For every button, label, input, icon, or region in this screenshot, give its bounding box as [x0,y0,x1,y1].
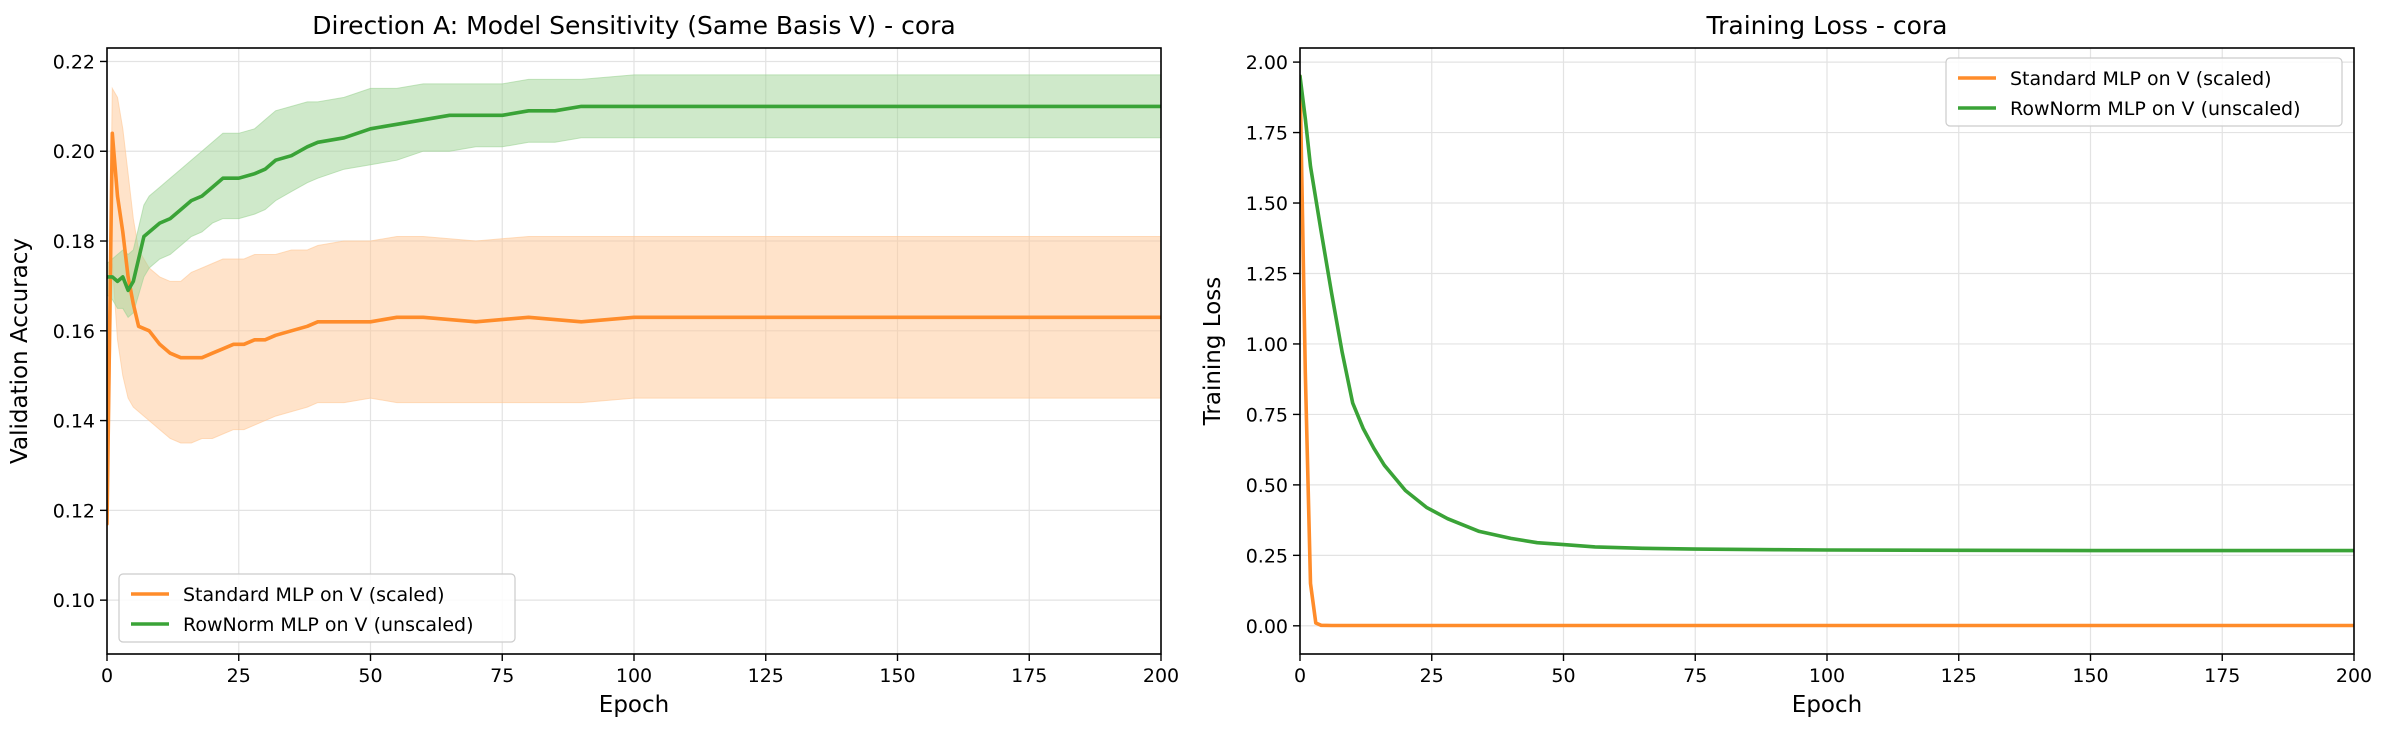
y-tick-label-4: 0.18 [53,231,95,253]
y-tick-label-3: 0.16 [53,321,95,343]
y-axis-label: Training Loss [1200,277,1226,427]
legend: Standard MLP on V (scaled) RowNorm MLP on… [1945,57,2343,127]
x-tick-label-3: 75 [1683,665,1707,687]
y-tick-label-8: 2.00 [1246,52,1288,74]
series-line-2 [1300,74,2354,553]
series-line-2 [107,104,1161,293]
chart-panel-1: 0 25 50 75 100 125 150 175 200 0.10 0.12 0.14 0.16 0.… [7,11,1179,718]
legend-label-1: Standard MLP on V (scaled) [2010,68,2272,90]
x-axis-label: Epoch [599,692,669,718]
legend-label-2: RowNorm MLP on V (unscaled) [2010,98,2301,120]
x-tick-label-2: 50 [358,665,382,687]
y-tick-label-2: 0.50 [1246,475,1288,497]
plot-data [1300,74,2354,628]
y-tick-label-4: 1.00 [1246,334,1288,356]
x-tick-label-1: 25 [1420,665,1444,687]
y-tick-label-3: 0.75 [1246,404,1288,426]
x-tick-label-6: 150 [2072,665,2108,687]
x-tick-label-6: 150 [879,665,915,687]
series-line-1 [107,131,1161,526]
x-tick-label-5: 125 [748,665,784,687]
x-tick-label-3: 75 [490,665,514,687]
legend-box [1945,57,2343,127]
y-tick-label-5: 0.20 [53,141,95,163]
x-tick-label-0: 0 [1294,665,1306,687]
x-tick-label-7: 175 [2204,665,2240,687]
x-tick-label-4: 100 [1809,665,1845,687]
y-axis-label: Validation Accuracy [7,238,33,464]
series-line-1 [1300,74,2354,628]
y-tick-label-1: 0.12 [53,500,95,522]
x-tick-label-1: 25 [227,665,251,687]
x-axis-label: Epoch [1792,692,1862,718]
x-tick-label-5: 125 [1941,665,1977,687]
x-tick-label-8: 200 [1143,665,1179,687]
legend-label-1: Standard MLP on V (scaled) [183,584,445,606]
y-tick-label-7: 1.75 [1246,123,1288,145]
y-tick-label-6: 1.50 [1246,193,1288,215]
y-tick-label-2: 0.14 [53,411,95,433]
x-tick-label-0: 0 [101,665,113,687]
legend: Standard MLP on V (scaled) RowNorm MLP on… [118,573,516,643]
x-tick-label-7: 175 [1011,665,1047,687]
x-tick-label-2: 50 [1551,665,1575,687]
y-tick-label-5: 1.25 [1246,263,1288,285]
chart-panel-2: 0 25 50 75 100 125 150 175 200 0.00 0.25 0.50 0.75 1.… [1200,11,2372,718]
y-tick-label-6: 0.22 [53,51,95,73]
plot-data [107,74,1161,547]
legend-label-2: RowNorm MLP on V (unscaled) [183,614,474,636]
chart-title: Direction A: Model Sensitivity (Same Bas… [312,11,955,40]
legend-box [118,573,516,643]
y-tick-label-0: 0.00 [1246,616,1288,638]
series-band-2 [107,74,1161,319]
chart-title: Training Loss - cora [1706,11,1948,40]
x-tick-label-8: 200 [2336,665,2372,687]
x-tick-label-4: 100 [616,665,652,687]
y-tick-label-0: 0.10 [53,590,95,612]
y-tick-label-1: 0.25 [1246,545,1288,567]
